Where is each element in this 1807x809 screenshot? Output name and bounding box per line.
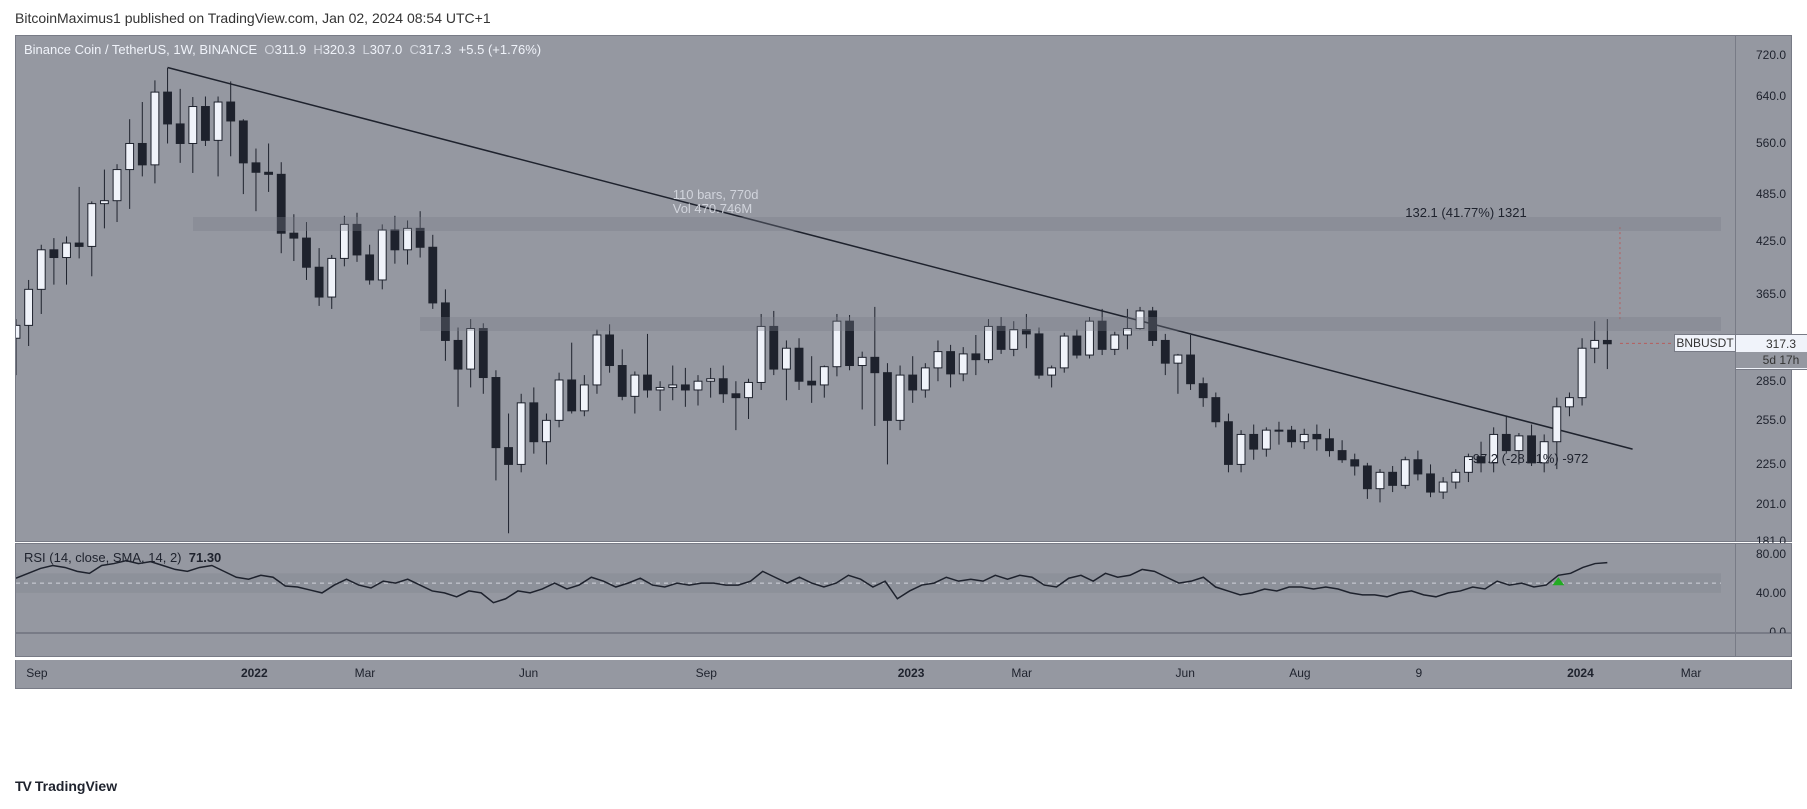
- y-tick-label: 560.0: [1756, 136, 1786, 150]
- x-tick-label: Jun: [519, 666, 538, 680]
- chart-annotation: 110 bars, 770d: [673, 187, 759, 202]
- x-tick-label: Sep: [696, 666, 717, 680]
- price-panel[interactable]: USDT 181.0201.0225.0255.0285.0365.0425.0…: [15, 35, 1792, 542]
- horizontal-zone: [420, 317, 1721, 331]
- y-tick-label: 201.0: [1756, 497, 1786, 511]
- rsi-y-tick-label: 80.00: [1756, 547, 1786, 561]
- rsi-plot-area[interactable]: [16, 544, 1736, 632]
- countdown: 5d 17h: [1736, 352, 1807, 368]
- tradingview-logo-icon: TV: [15, 778, 31, 794]
- time-axis: Sep 2022 Mar Jun Sep 2023 Mar Jun Aug 9 2024 Mar: [15, 660, 1792, 689]
- x-tick-label: Jun: [1176, 666, 1195, 680]
- current-price: 317.3: [1736, 336, 1807, 352]
- rsi-svg: [16, 544, 1721, 632]
- y-tick-label: 425.0: [1756, 234, 1786, 248]
- price-svg: [16, 36, 1721, 541]
- rsi-panel[interactable]: 0.040.0080.00 RSI (14, close, SMA, 14, 2…: [15, 543, 1792, 633]
- x-tick-label: 9: [1416, 666, 1423, 680]
- x-tick-label: 2024: [1567, 666, 1594, 680]
- y-tick-label: 720.0: [1756, 48, 1786, 62]
- price-plot-area[interactable]: 110 bars, 770dVol 470.746M 132.1 (41.77%)…: [16, 36, 1736, 541]
- x-tick-label: Mar: [355, 666, 376, 680]
- volume-panel[interactable]: [15, 633, 1792, 657]
- symbol-info-line: Binance Coin / TetherUS, 1W, BINANCE O31…: [24, 42, 541, 57]
- publish-header: BitcoinMaximus1 published on TradingView…: [0, 0, 1807, 34]
- chart-container: USDT 181.0201.0225.0255.0285.0365.0425.0…: [15, 35, 1792, 660]
- y-tick-label: 365.0: [1756, 287, 1786, 301]
- y-tick-label: 640.0: [1756, 89, 1786, 103]
- symbol-pair: Binance Coin / TetherUS, 1W, BINANCE: [24, 42, 257, 57]
- x-tick-label: Aug: [1289, 666, 1310, 680]
- x-tick-label: 2023: [898, 666, 925, 680]
- rsi-label: RSI (14, close, SMA, 14, 2) 71.30: [24, 550, 221, 565]
- chart-annotation: Vol 470.746M: [673, 201, 753, 216]
- x-tick-label: Mar: [1011, 666, 1032, 680]
- y-tick-label: 255.0: [1756, 413, 1786, 427]
- rsi-y-axis: 0.040.0080.00: [1735, 544, 1791, 632]
- vol-y-axis: [1735, 634, 1791, 656]
- tradingview-watermark: TVTradingView: [15, 778, 117, 794]
- x-tick-label: 2022: [241, 666, 268, 680]
- y-tick-label: 285.0: [1756, 374, 1786, 388]
- x-tick-label: Sep: [26, 666, 47, 680]
- rsi-y-tick-label: 40.00: [1756, 586, 1786, 600]
- x-tick-label: Mar: [1681, 666, 1702, 680]
- chart-annotation: 132.1 (41.77%) 1321: [1405, 205, 1526, 220]
- price-y-axis: 181.0201.0225.0255.0285.0365.0425.0485.0…: [1735, 36, 1791, 541]
- y-tick-label: 225.0: [1756, 457, 1786, 471]
- price-badge: 317.3 5d 17h: [1735, 334, 1807, 370]
- y-tick-label: 485.0: [1756, 187, 1786, 201]
- symbol-badge: BNBUSDT: [1674, 334, 1736, 352]
- chart-annotation: -97.2 (-28.21%) -972: [1468, 451, 1588, 466]
